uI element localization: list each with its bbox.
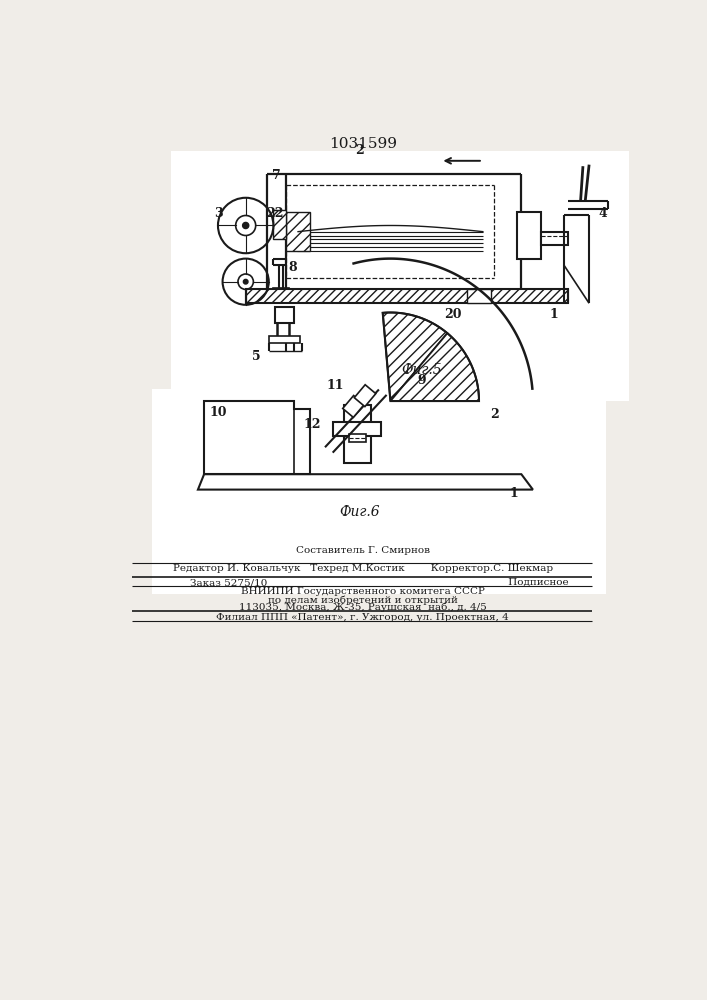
Text: Составитель Г. Смирнов: Составитель Г. Смирнов — [296, 546, 430, 555]
Text: 1: 1 — [549, 308, 559, 321]
Text: 5: 5 — [252, 350, 261, 363]
Text: 4: 4 — [598, 207, 607, 220]
Bar — [275, 307, 294, 323]
Bar — [171, 151, 629, 401]
Bar — [274, 288, 288, 297]
Polygon shape — [198, 474, 533, 490]
Text: 2: 2 — [355, 144, 364, 157]
Bar — [269, 336, 300, 343]
Text: Редактор И. Ковальчук   Техред М.Костик        Корректор.С. Шекмар: Редактор И. Ковальчук Техред М.Костик Ко… — [173, 564, 553, 573]
Text: 11: 11 — [327, 379, 344, 392]
Text: 1: 1 — [510, 487, 518, 500]
Circle shape — [243, 279, 248, 284]
Bar — [334, 422, 381, 436]
Bar — [274, 210, 286, 239]
Bar — [349, 434, 366, 442]
Polygon shape — [343, 395, 364, 417]
Text: 7: 7 — [272, 169, 281, 182]
Text: 9: 9 — [417, 374, 426, 387]
Text: 12: 12 — [303, 418, 321, 431]
Bar — [541, 232, 568, 245]
Text: 2: 2 — [491, 408, 499, 421]
Text: ВНИИПИ Государственного комитега СССР: ВНИИПИ Государственного комитега СССР — [241, 587, 485, 596]
Text: 20: 20 — [444, 308, 461, 321]
Circle shape — [243, 222, 249, 229]
Text: 113035, Москва, Ж-35, Раушская  наб., д. 4/5: 113035, Москва, Ж-35, Раушская наб., д. … — [239, 603, 486, 612]
Bar — [344, 405, 371, 463]
Polygon shape — [286, 212, 310, 251]
Bar — [467, 289, 491, 303]
Text: 22: 22 — [266, 207, 284, 220]
Polygon shape — [204, 401, 310, 474]
Text: 3: 3 — [214, 207, 223, 220]
Polygon shape — [246, 289, 568, 303]
Text: 8: 8 — [288, 261, 298, 274]
Text: Фиг.5: Фиг.5 — [401, 363, 442, 377]
Text: Филиал ППП «Патент», г. Ужгород, ул. Проектная, 4: Филиал ППП «Патент», г. Ужгород, ул. Про… — [216, 613, 509, 622]
Bar — [152, 389, 606, 594]
Polygon shape — [390, 333, 479, 401]
Polygon shape — [354, 385, 376, 407]
Polygon shape — [382, 313, 448, 401]
Text: по делам изобретений и открытий: по делам изобретений и открытий — [268, 595, 457, 605]
Text: Фиг.6: Фиг.6 — [339, 505, 380, 519]
Text: 1031599: 1031599 — [329, 137, 397, 151]
Text: 10: 10 — [209, 406, 227, 419]
Text: Подписное: Подписное — [505, 578, 568, 587]
Bar — [518, 212, 541, 259]
Text: Заказ 5275/10: Заказ 5275/10 — [190, 578, 268, 587]
